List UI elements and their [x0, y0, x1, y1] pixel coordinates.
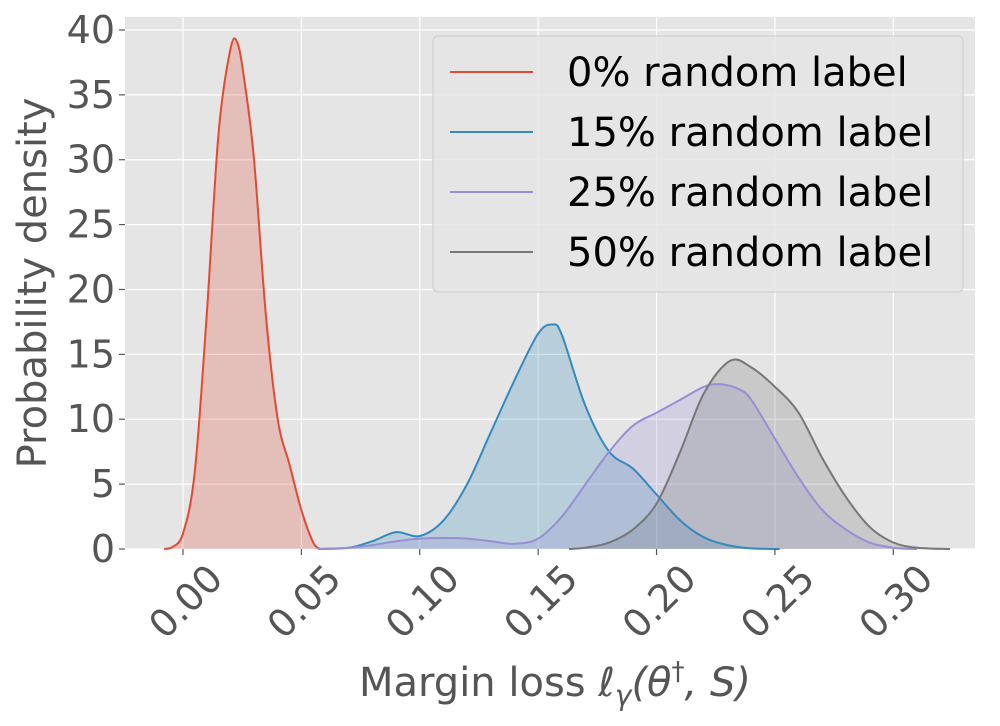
density-fills [164, 38, 951, 549]
density-area-1 [317, 324, 780, 549]
legend-label: 0% random label [567, 50, 908, 96]
y-tick-label: 15 [67, 332, 115, 376]
x-tick-label: 0.00 [140, 556, 231, 647]
y-tick-label: 10 [67, 397, 115, 441]
x-tick-label: 0.05 [259, 556, 350, 647]
legend-items: 0% random label 15% random label 25% rando… [450, 50, 933, 276]
density-area-3 [568, 359, 951, 549]
legend-box [432, 35, 964, 293]
x-axis-title-paren: (θ [631, 660, 671, 706]
density-area-2 [317, 384, 917, 549]
x-axis-title-main: Margin loss ℓ [359, 660, 615, 706]
y-ticks: 0 5 10 15 20 25 30 35 40 [67, 8, 125, 571]
y-tick-label: 35 [67, 73, 115, 117]
legend: 0% random label 15% random label 25% rando… [432, 35, 964, 293]
x-axis-title-sup: † [672, 657, 685, 687]
x-tick-label: 0.20 [614, 556, 705, 647]
y-tick-label: 20 [67, 267, 115, 311]
y-tick-label: 40 [67, 8, 115, 52]
x-axis-title: Margin loss ℓγ(θ†, S) [359, 657, 751, 712]
density-lines [163, 37, 951, 550]
y-tick-label: 0 [91, 527, 115, 571]
x-tick-label: 0.15 [495, 556, 586, 647]
x-tick-label: 0.10 [377, 556, 468, 647]
density-line-1 [317, 323, 780, 550]
y-axis-title: Probability density [10, 98, 56, 469]
density-line-3 [568, 358, 951, 550]
y-tick-label: 25 [67, 203, 115, 247]
y-tick-label: 30 [67, 138, 115, 182]
x-tick-label: 0.25 [732, 556, 823, 647]
x-axis-title-sub: γ [615, 679, 633, 712]
legend-label: 15% random label [567, 110, 933, 156]
density-line-2 [317, 383, 918, 550]
density-line-0 [163, 37, 322, 550]
legend-label: 25% random label [567, 170, 933, 216]
legend-label: 50% random label [567, 230, 933, 276]
x-axis-title-rest: , S) [685, 660, 751, 706]
density-area-0 [164, 38, 321, 549]
x-tick-label: 0.30 [851, 556, 942, 647]
x-ticks: 0.00 0.05 0.10 0.15 0.20 0.25 0.30 [140, 549, 941, 647]
y-tick-label: 5 [91, 462, 115, 506]
